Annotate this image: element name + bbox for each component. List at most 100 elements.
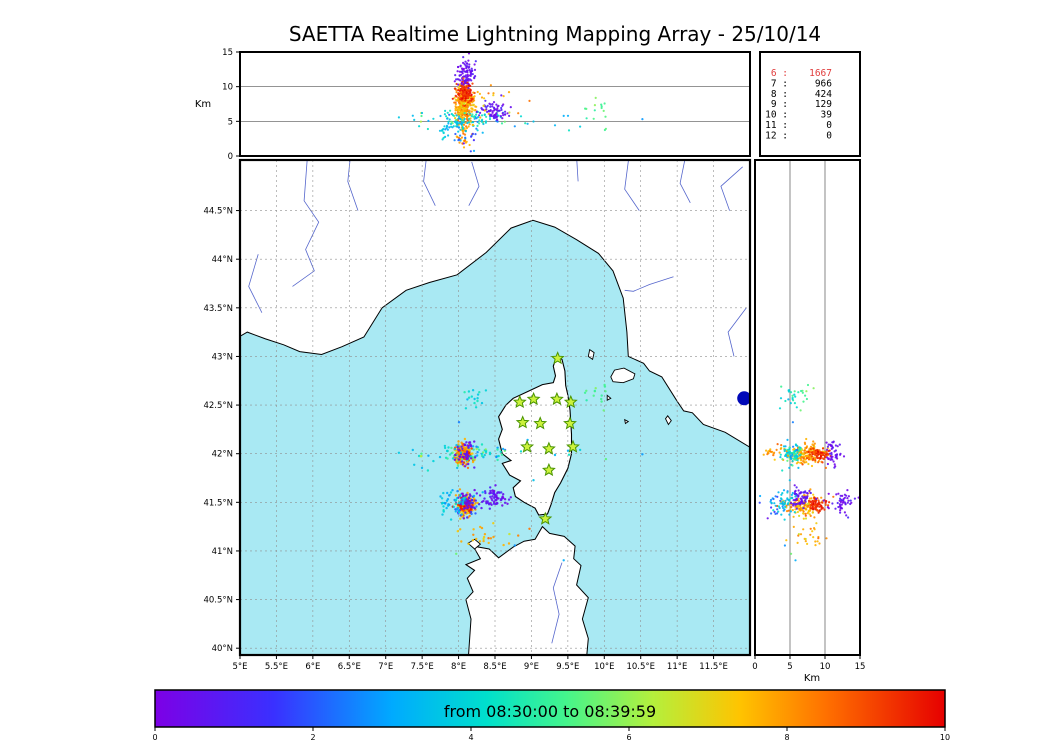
river [551,562,563,644]
lightning-point [492,522,495,525]
lightning-point [562,114,565,117]
lightning-point [794,452,797,455]
lightning-point [603,102,606,105]
lightning-point [789,455,792,459]
lightning-point [480,119,484,122]
lightning-point [600,397,603,401]
lightning-point [473,109,476,112]
lightning-point [459,128,462,131]
lightning-point [785,539,788,542]
lightning-point [455,91,458,94]
lightning-point [456,136,459,139]
lightning-point [466,457,469,460]
lightning-point [794,495,797,498]
lightning-point [442,136,445,139]
lightning-point [492,94,495,97]
lightning-point [807,458,811,461]
lightning-point [809,491,812,495]
river [679,160,691,203]
island-coastline [587,348,595,361]
lightning-point [467,462,470,466]
lightning-point [603,383,606,387]
lightning-point [833,450,836,453]
lightning-point [446,117,449,120]
lightning-point [808,453,812,456]
lightning-point [788,452,791,455]
lightning-point [397,116,400,119]
lightning-point [488,110,491,113]
lightning-point [454,132,457,136]
lightning-point [445,115,448,118]
lightning-point [444,502,447,505]
lightning-point [478,540,482,543]
lightning-point [814,507,818,510]
lightning-point [454,502,458,506]
lightning-point [507,91,511,94]
lightning-point [490,497,493,500]
lightning-point [803,494,806,497]
lightning-point [477,116,480,119]
sardinia-coastline [464,525,589,655]
lightning-point [835,454,838,457]
lightning-point [462,104,465,107]
lightning-point [781,458,784,461]
lightning-point [831,441,834,444]
lightning-point [478,494,482,497]
lightning-point [513,125,516,128]
lightning-point [470,67,473,70]
lightning-point [778,451,781,454]
lightning-point [464,93,467,96]
lightning-point [456,464,460,467]
lightning-point [463,443,466,446]
lightning-point [794,395,797,398]
lightning-point [501,504,504,507]
lightning-point [463,133,467,136]
lightning-point [470,98,473,101]
lightning-point [594,387,597,390]
lightning-point [578,448,582,452]
lightning-point [466,466,470,470]
lightning-point [805,450,808,453]
lightning-point [787,509,790,512]
lightning-point [477,503,481,506]
lightning-point [485,501,489,504]
lightning-point [467,506,470,509]
lightning-point [501,495,504,498]
lightning-point [793,402,797,405]
lightning-point [460,111,463,114]
lon-tick-label: 9.5°E [556,662,579,672]
lightning-point [465,77,468,80]
lightning-point [809,514,812,518]
lightning-point [475,113,478,116]
lightning-point [796,504,799,507]
lightning-point [797,495,800,498]
lightning-point [453,448,457,451]
lightning-point [819,451,822,454]
station-count: 1667 [809,68,832,79]
lightning-point [809,458,813,461]
lightning-point [489,84,492,87]
lightning-point [792,525,795,529]
lightning-point [475,445,478,448]
lightning-point [804,517,808,520]
lightning-point [462,107,465,110]
lightning-point [457,109,460,113]
lightning-point [496,115,499,118]
lightning-point [462,132,465,135]
lightning-point [451,457,455,460]
lightning-point [480,96,484,99]
lightning-point [593,389,596,393]
lightning-point [814,499,817,502]
lightning-point [567,129,571,132]
lightning-point [460,136,464,139]
lightning-point [455,122,458,126]
lightning-point [483,533,487,536]
lightning-point [494,484,497,487]
lightning-point [459,79,462,82]
lightning-point [839,494,842,497]
lightning-point [468,65,471,68]
lightning-point [495,499,498,502]
lightning-point [454,107,457,110]
lightning-point [817,511,820,514]
lightning-point [469,501,472,504]
